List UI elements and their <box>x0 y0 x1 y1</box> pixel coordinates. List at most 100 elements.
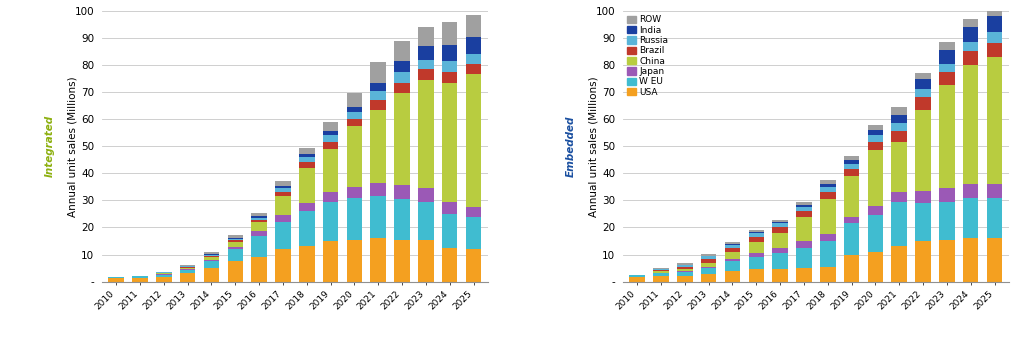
Bar <box>371 100 386 110</box>
Bar <box>299 168 315 203</box>
Bar <box>701 256 716 258</box>
Bar <box>867 142 883 150</box>
Bar <box>299 211 315 247</box>
Bar <box>701 274 716 282</box>
Bar <box>963 27 978 42</box>
Bar <box>915 110 930 191</box>
Bar <box>844 217 859 223</box>
Bar <box>299 162 315 168</box>
Bar <box>227 238 244 239</box>
Bar <box>108 278 124 282</box>
Bar <box>892 142 907 192</box>
Bar <box>323 122 338 131</box>
Bar <box>442 45 458 61</box>
Bar <box>915 73 930 79</box>
Bar <box>653 276 668 282</box>
Bar <box>940 240 955 282</box>
Bar <box>252 218 267 220</box>
Bar <box>252 236 267 257</box>
Bar <box>915 79 930 90</box>
Bar <box>749 230 764 232</box>
Bar <box>227 235 244 238</box>
Bar <box>418 46 434 60</box>
Bar <box>701 254 716 256</box>
Bar <box>227 249 244 261</box>
Bar <box>677 264 693 265</box>
Text: Annual unit sales (Millions): Annual unit sales (Millions) <box>589 76 599 217</box>
Bar <box>371 91 386 100</box>
Bar <box>653 268 668 269</box>
Bar <box>630 277 645 282</box>
Bar <box>227 247 244 249</box>
Bar <box>371 62 386 83</box>
Bar <box>204 255 219 256</box>
Bar <box>299 203 315 211</box>
Bar <box>820 241 836 267</box>
Bar <box>275 188 290 192</box>
Bar <box>299 157 315 162</box>
Bar <box>275 186 290 188</box>
Bar <box>323 131 338 135</box>
Bar <box>653 269 668 270</box>
Bar <box>466 64 481 74</box>
Bar <box>394 186 410 199</box>
Bar <box>371 238 386 282</box>
Bar <box>940 72 955 85</box>
Bar <box>275 196 290 215</box>
Bar <box>275 215 290 222</box>
Bar <box>940 50 955 64</box>
Bar <box>820 199 836 234</box>
Bar <box>772 253 788 269</box>
Bar <box>442 61 458 72</box>
Bar <box>725 261 740 271</box>
Bar <box>940 42 955 50</box>
Bar <box>653 270 668 271</box>
Bar <box>180 267 196 268</box>
Bar <box>820 184 836 187</box>
Bar <box>156 275 171 277</box>
Bar <box>252 222 267 231</box>
Bar <box>796 217 812 241</box>
Bar <box>418 80 434 188</box>
Bar <box>442 248 458 282</box>
Bar <box>418 240 434 282</box>
Bar <box>346 240 362 282</box>
Bar <box>725 258 740 261</box>
Bar <box>701 267 716 268</box>
Bar <box>275 222 290 249</box>
Bar <box>323 241 338 282</box>
Bar <box>749 232 764 233</box>
Bar <box>986 184 1003 198</box>
Bar <box>725 252 740 258</box>
Bar <box>204 257 219 260</box>
Bar <box>466 217 481 249</box>
Bar <box>915 97 930 110</box>
Bar <box>466 74 481 207</box>
Bar <box>820 187 836 192</box>
Bar <box>749 233 764 237</box>
Bar <box>844 169 859 176</box>
Bar <box>346 112 362 119</box>
Bar <box>915 191 930 203</box>
Bar <box>820 192 836 199</box>
Bar <box>677 271 693 273</box>
Bar <box>323 142 338 149</box>
Bar <box>466 36 481 54</box>
Bar <box>299 155 315 157</box>
Bar <box>132 278 148 282</box>
Bar <box>346 119 362 126</box>
Bar <box>867 130 883 135</box>
Bar <box>796 268 812 282</box>
Bar <box>772 233 788 248</box>
Bar <box>820 234 836 241</box>
Bar <box>227 261 244 282</box>
Bar <box>418 202 434 240</box>
Bar <box>394 199 410 240</box>
Bar <box>986 4 1003 16</box>
Bar <box>915 241 930 282</box>
Bar <box>180 269 196 270</box>
Bar <box>108 277 124 278</box>
Bar <box>252 257 267 282</box>
Bar <box>796 248 812 268</box>
Bar <box>867 150 883 206</box>
